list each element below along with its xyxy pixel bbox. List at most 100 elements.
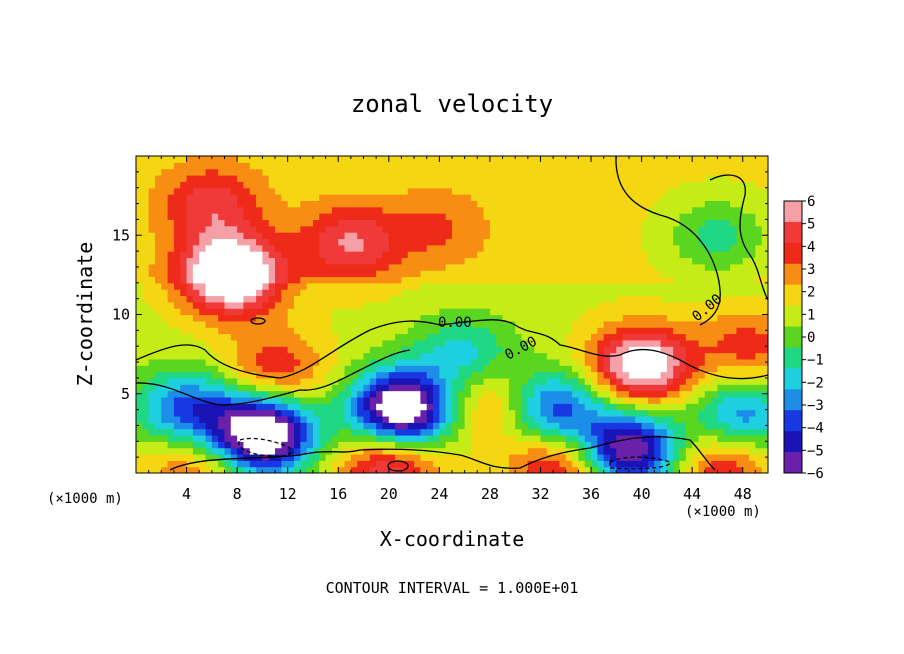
field-cell <box>237 441 245 449</box>
field-cell <box>426 396 434 404</box>
field-cell <box>173 333 181 341</box>
field-cell <box>654 327 662 335</box>
field-cell <box>154 377 162 385</box>
field-cell <box>761 308 768 316</box>
field-cell <box>376 396 384 404</box>
field-cell <box>192 263 200 271</box>
field-cell <box>559 447 567 455</box>
field-cell <box>477 396 485 404</box>
field-cell <box>502 219 510 227</box>
field-cell <box>464 384 472 392</box>
field-cell <box>237 453 245 461</box>
field-cell <box>439 206 447 214</box>
field-cell <box>723 333 731 341</box>
field-cell <box>647 371 655 379</box>
field-cell <box>142 206 150 214</box>
field-cell <box>148 384 156 392</box>
field-cell <box>350 339 358 347</box>
field-cell <box>268 308 276 316</box>
field-cell <box>287 168 295 176</box>
field-cell <box>546 403 554 411</box>
field-cell <box>635 257 643 265</box>
field-cell <box>211 263 219 271</box>
field-cell <box>230 346 238 354</box>
field-cell <box>673 200 681 208</box>
field-cell <box>369 308 377 316</box>
field-cell <box>591 156 598 163</box>
field-cell <box>622 327 630 335</box>
field-cell <box>344 156 352 163</box>
field-cell <box>565 327 573 335</box>
field-cell <box>673 422 681 430</box>
field-cell <box>344 415 352 423</box>
field-cell <box>237 460 245 468</box>
field-cell <box>698 434 706 442</box>
field-cell <box>262 320 270 328</box>
field-cell <box>717 384 725 392</box>
field-cell <box>553 358 561 366</box>
field-cell <box>224 238 232 246</box>
field-cell <box>730 181 737 189</box>
field-cell <box>287 238 295 246</box>
field-cell <box>218 162 226 170</box>
field-cell <box>376 289 384 297</box>
field-cell <box>281 453 289 461</box>
field-cell <box>496 396 504 404</box>
field-cell <box>306 181 314 189</box>
field-cell <box>666 194 674 201</box>
field-cell <box>603 358 611 366</box>
field-cell <box>635 289 643 297</box>
field-cell <box>275 175 282 182</box>
field-cell <box>325 257 333 265</box>
field-cell <box>635 428 643 436</box>
field-cell <box>433 453 440 461</box>
field-cell <box>420 333 428 341</box>
field-cell <box>161 339 169 347</box>
field-cell <box>698 422 706 430</box>
field-cell <box>666 276 674 284</box>
field-cell <box>420 460 428 468</box>
field-cell <box>433 251 440 259</box>
field-cell <box>464 232 472 240</box>
field-cell <box>325 415 333 423</box>
field-cell <box>641 276 649 284</box>
field-cell <box>736 187 744 195</box>
field-cell <box>192 289 200 297</box>
field-cell <box>527 453 535 461</box>
field-cell <box>211 396 219 404</box>
field-cell <box>742 276 750 284</box>
field-cell <box>186 346 194 354</box>
field-cell <box>161 213 169 220</box>
field-cell <box>692 352 700 360</box>
field-cell <box>199 257 207 265</box>
field-cell <box>464 352 472 360</box>
field-cell <box>173 409 181 417</box>
field-cell <box>205 352 213 360</box>
field-cell <box>401 339 409 347</box>
field-cell <box>173 244 181 252</box>
field-cell <box>489 422 497 430</box>
field-cell <box>319 270 327 278</box>
field-cell <box>186 301 194 309</box>
field-cell <box>559 276 567 284</box>
field-cell <box>237 244 245 252</box>
field-cell <box>666 257 674 265</box>
field-cell <box>540 441 548 449</box>
field-cell <box>685 409 693 417</box>
field-cell <box>622 213 630 220</box>
field-cell <box>610 156 617 163</box>
field-cell <box>622 447 630 455</box>
field-cell <box>610 460 617 468</box>
field-cell <box>294 213 301 220</box>
field-cell <box>477 251 485 259</box>
field-cell <box>331 358 339 366</box>
field-cell <box>218 327 226 335</box>
field-cell <box>148 339 156 347</box>
field-cell <box>338 200 346 208</box>
field-cell <box>350 194 358 201</box>
field-cell <box>312 206 320 214</box>
field-cell <box>344 257 352 265</box>
field-cell <box>136 352 143 360</box>
field-cell <box>382 314 390 322</box>
field-cell <box>205 175 213 182</box>
